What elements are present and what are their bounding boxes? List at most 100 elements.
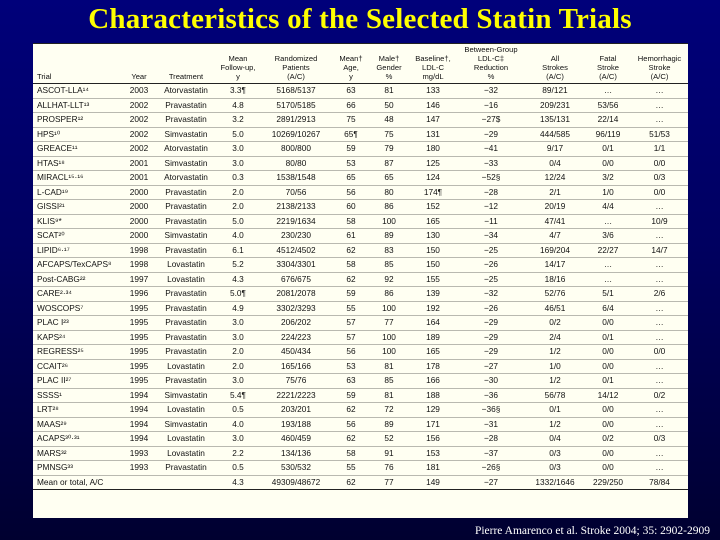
table-cell: 224/223 — [259, 330, 333, 345]
trial-name-cell: KAPS²⁴ — [33, 330, 123, 345]
table-cell: 2.0 — [217, 344, 259, 360]
table-row: KAPS²⁴ 1995 Pravastatin 3.0 224/223 57 100 189−… — [33, 330, 688, 345]
table-cell: 3.0 — [217, 141, 259, 157]
table-cell: 49309/48672 — [259, 475, 333, 490]
table-cell: Pravastatin — [155, 98, 217, 113]
table-cell: … — [631, 301, 688, 316]
table-cell: 4.9 — [217, 301, 259, 316]
table-cell: 3302/3293 — [259, 301, 333, 316]
table-cell: 10/9 — [631, 214, 688, 229]
table-cell: −16 — [457, 98, 525, 113]
table-cell: … — [631, 460, 688, 476]
table-panel: Trial Year Treatment Mean Follow-up, y Randomi… — [33, 43, 688, 518]
table-row: ALLHAT-LLT¹³ 2002 Pravastatin 4.8 5170/5185 6… — [33, 98, 688, 113]
statin-trials-table: Trial Year Treatment Mean Follow-up, y Randomi… — [33, 43, 688, 490]
table-cell: 1/1 — [631, 141, 688, 157]
table-cell: Atorvastatin — [155, 170, 217, 186]
table-cell: 22/27 — [585, 243, 631, 258]
table-cell: 9/17 — [525, 141, 585, 157]
table-cell: … — [631, 272, 688, 287]
table-cell: … — [631, 98, 688, 113]
table-cell: −26 — [457, 257, 525, 273]
table-cell: 450/434 — [259, 344, 333, 360]
table-cell: 193/188 — [259, 417, 333, 432]
table-cell: 81 — [369, 83, 409, 99]
table-row: SCAT²⁰ 2000 Simvastatin 4.0 230/230 61 89 130 −3… — [33, 228, 688, 244]
table-cell: 57 — [333, 315, 369, 331]
table-cell: 58 — [333, 446, 369, 461]
table-cell — [155, 475, 217, 490]
table-cell: −11 — [457, 214, 525, 229]
table-cell: −29 — [457, 344, 525, 360]
table-cell: 86 — [369, 286, 409, 302]
table-cell: 0/0 — [585, 315, 631, 331]
table-cell: 72 — [369, 402, 409, 418]
table-cell: 0/1 — [585, 330, 631, 345]
table-cell: 80 — [369, 185, 409, 200]
table-cell: 4.3 — [217, 475, 259, 490]
table-cell: Pravastatin — [155, 199, 217, 215]
table-cell: 86 — [369, 199, 409, 215]
table-cell: Lovastatin — [155, 359, 217, 374]
table-cell: 0/3 — [525, 460, 585, 476]
table-cell: 156 — [409, 431, 457, 447]
table-cell: 58 — [333, 257, 369, 273]
table-cell: … — [585, 257, 631, 273]
table-cell: 100 — [369, 214, 409, 229]
table-cell: 0/0 — [585, 460, 631, 476]
column-header-line: LDL-C — [422, 63, 444, 72]
table-cell: 3304/3301 — [259, 257, 333, 273]
table-cell: 1/2 — [525, 373, 585, 389]
table-cell: 5/1 — [585, 286, 631, 302]
table-cell: 150 — [409, 243, 457, 258]
table-cell: −41 — [457, 141, 525, 157]
table-row: LIPID⁶·¹⁷ 1998 Pravastatin 6.1 4512/4502 62 83… — [33, 243, 688, 258]
table-cell: 1995 — [123, 330, 155, 345]
column-header-line: Follow-up, — [220, 63, 256, 72]
table-cell: 78/84 — [631, 475, 688, 490]
table-cell: 62 — [333, 402, 369, 418]
table-row: SSSS¹ 1994 Simvastatin 5.4¶ 2221/2223 59 81 188… — [33, 388, 688, 403]
table-cell: 0/0 — [631, 185, 688, 200]
table-cell: 59 — [333, 388, 369, 403]
column-header-line: Between-Group — [464, 45, 518, 54]
table-cell: 0/1 — [585, 373, 631, 389]
table-cell: 0/3 — [631, 431, 688, 447]
slide-title: Characteristics of the Selected Statin T… — [88, 3, 632, 35]
table-cell: 1993 — [123, 446, 155, 461]
table-cell: 46/51 — [525, 301, 585, 316]
table-cell: −31 — [457, 417, 525, 432]
table-cell: 63 — [333, 83, 369, 99]
table-cell: −27 — [457, 475, 525, 490]
table-cell: Simvastatin — [155, 156, 217, 171]
table-cell: 189 — [409, 330, 457, 345]
trial-name-cell: Mean or total, A/C — [33, 475, 123, 490]
table-cell: 0/0 — [585, 446, 631, 461]
table-cell: 460/459 — [259, 431, 333, 447]
trial-name-cell: SCAT²⁰ — [33, 228, 123, 244]
table-cell: 1995 — [123, 315, 155, 331]
table-cell: 178 — [409, 359, 457, 374]
table-cell: −33 — [457, 156, 525, 171]
table-cell: 55 — [333, 301, 369, 316]
table-cell — [123, 475, 155, 490]
table-cell: 0/0 — [585, 156, 631, 171]
table-cell: 0/0 — [585, 417, 631, 432]
column-header-line: % — [487, 72, 495, 81]
table-cell: −32 — [457, 83, 525, 99]
table-cell: 10269/10267 — [259, 127, 333, 142]
table-cell: 75/76 — [259, 373, 333, 389]
table-cell: Pravastatin — [155, 112, 217, 128]
column-header-line: Baseline†, — [415, 54, 451, 63]
table-cell: Pravastatin — [155, 286, 217, 302]
table-cell: 0/1 — [585, 141, 631, 157]
table-cell: 4/4 — [585, 199, 631, 215]
table-cell: 58 — [333, 214, 369, 229]
table-cell: −25 — [457, 243, 525, 258]
column-header: Mean Follow-up, y — [217, 43, 259, 84]
table-cell: 444/585 — [525, 127, 585, 142]
table-cell: 47/41 — [525, 214, 585, 229]
table-cell: −27$ — [457, 112, 525, 128]
table-cell: 53/56 — [585, 98, 631, 113]
table-cell: 14/7 — [631, 243, 688, 258]
